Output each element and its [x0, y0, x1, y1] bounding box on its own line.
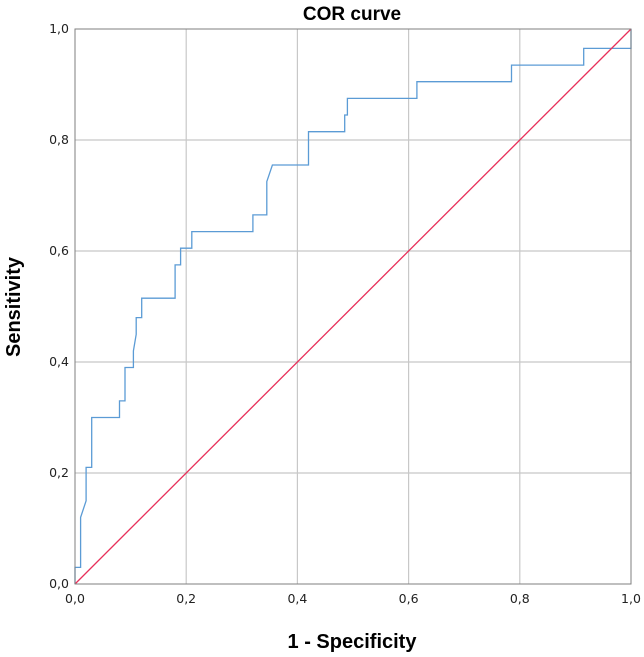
reference-diagonal-line	[74, 28, 632, 585]
y-axis-label: Sensitivity	[3, 256, 25, 357]
roc-curve-line	[74, 29, 632, 584]
tick-labels: 0,0 0,2 0,4 0,6 0,8 1,0 0,0 0,2 0,4 0,6 0,8 1,0	[49, 21, 641, 606]
y-tick-label: 0,4	[49, 354, 69, 369]
y-tick-label: 0,6	[49, 243, 69, 258]
y-tick-label: 1,0	[49, 21, 69, 36]
y-tick-label: 0,2	[49, 465, 69, 480]
x-tick-label: 0,4	[287, 591, 307, 606]
y-tick-label: 0,0	[49, 576, 69, 591]
x-tick-label: 1,0	[621, 591, 641, 606]
x-tick-label: 0,2	[176, 591, 196, 606]
x-tick-label: 0,6	[399, 591, 419, 606]
x-tick-label: 0,0	[65, 591, 85, 606]
x-axis-label: 1 - Specificity	[288, 631, 418, 653]
series-lines	[74, 28, 632, 585]
chart-title: COR curve	[303, 4, 401, 25]
plot-frame	[74, 28, 632, 585]
y-tick-label: 0,8	[49, 132, 69, 147]
gridlines	[75, 29, 631, 584]
x-tick-label: 0,8	[510, 591, 530, 606]
